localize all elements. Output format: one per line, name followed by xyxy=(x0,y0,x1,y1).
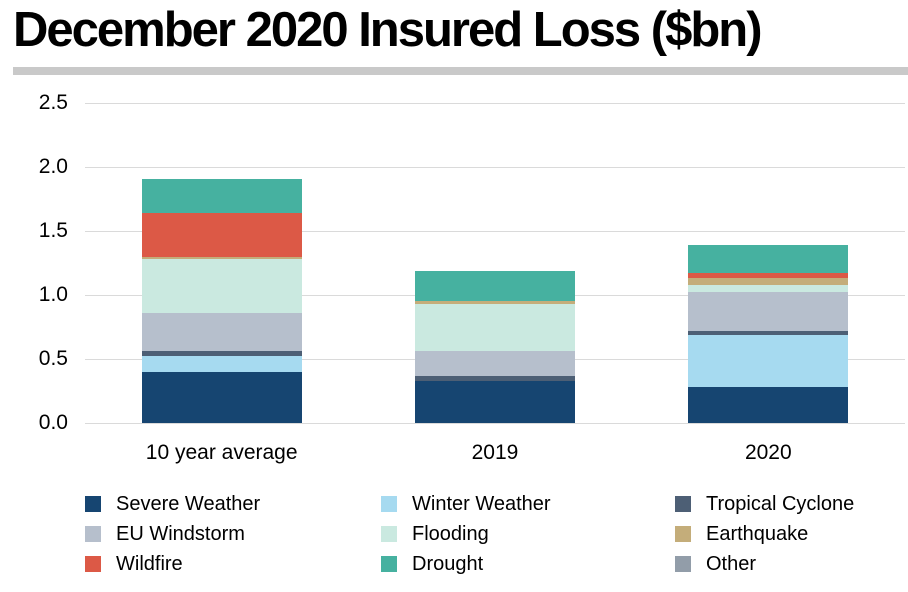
legend: Severe Weather Winter Weather Tropical Cyc… xyxy=(85,489,908,579)
legend-swatch-icon xyxy=(381,496,397,512)
bar-segment-tropical-cyclone xyxy=(688,330,849,335)
x-tick-label: 2020 xyxy=(744,441,792,464)
gridline xyxy=(85,103,905,104)
bar-slot xyxy=(358,103,631,423)
bar-segment-severe-weather xyxy=(688,387,849,423)
legend-item-wildfire: Wildfire xyxy=(85,549,381,579)
y-tick-label: 1.5 xyxy=(38,219,68,242)
page-title: December 2020 Insured Loss ($bn) xyxy=(13,3,763,57)
bar-slot xyxy=(632,103,905,423)
legend-label: Severe Weather xyxy=(116,492,261,515)
y-axis: 0.0 0.5 1.0 1.5 2.0 2.5 xyxy=(0,91,68,434)
legend-label: Flooding xyxy=(412,522,489,545)
x-tick-label: 2019 xyxy=(471,441,519,464)
x-axis: 10 year average 2019 2020 xyxy=(85,441,905,465)
stacked-bar-2020 xyxy=(688,103,849,423)
bar-segment-drought xyxy=(141,178,302,214)
bar-segment-flooding xyxy=(414,303,575,352)
legend-label: Drought xyxy=(412,552,484,575)
legend-item-drought: Drought xyxy=(381,549,675,579)
legend-swatch-icon xyxy=(85,526,101,542)
bar-segment-severe-weather xyxy=(414,380,575,423)
legend-swatch-icon xyxy=(381,556,397,572)
legend-item-earthquake: Earthquake xyxy=(675,519,908,549)
legend-label: Winter Weather xyxy=(412,492,551,515)
bar-segment-eu-windstorm xyxy=(141,312,302,352)
bar-segment-eu-windstorm xyxy=(414,351,575,376)
legend-label: EU Windstorm xyxy=(116,522,245,545)
x-tick-label: 10 year average xyxy=(145,441,298,464)
bar-segment-earthquake xyxy=(141,256,302,260)
bar-segment-drought xyxy=(688,245,849,274)
legend-label: Other xyxy=(706,552,757,575)
bar-segment-winter-weather xyxy=(141,356,302,372)
bar-segment-earthquake xyxy=(414,301,575,304)
legend-label: Earthquake xyxy=(706,522,809,545)
legend-swatch-icon xyxy=(675,496,691,512)
stacked-bar-2019 xyxy=(414,103,575,423)
legend-item-tropical-cyclone: Tropical Cyclone xyxy=(675,489,908,519)
bar-segment-flooding xyxy=(688,284,849,293)
legend-swatch-icon xyxy=(85,556,101,572)
legend-label: Wildfire xyxy=(116,552,183,575)
legend-item-other: Other xyxy=(675,549,908,579)
gridline xyxy=(85,167,905,168)
legend-item-severe-weather: Severe Weather xyxy=(85,489,381,519)
bar-segment-eu-windstorm xyxy=(688,292,849,331)
bar-segment-severe-weather xyxy=(141,371,302,423)
gridline xyxy=(85,423,905,424)
legend-swatch-icon xyxy=(381,526,397,542)
y-tick-label: 2.5 xyxy=(38,91,68,114)
bar-segment-wildfire xyxy=(141,213,302,257)
y-tick-label: 1.0 xyxy=(38,283,68,306)
bar-segment-winter-weather xyxy=(688,334,849,388)
y-tick-label: 2.0 xyxy=(38,155,68,178)
y-tick-label: 0.0 xyxy=(38,411,68,434)
stacked-bar-10-year-average xyxy=(141,103,302,423)
legend-swatch-icon xyxy=(85,496,101,512)
bar-slot xyxy=(85,103,358,423)
legend-item-winter-weather: Winter Weather xyxy=(381,489,675,519)
legend-item-flooding: Flooding xyxy=(381,519,675,549)
legend-label: Tropical Cyclone xyxy=(706,492,855,515)
legend-item-eu-windstorm: EU Windstorm xyxy=(85,519,381,549)
legend-swatch-icon xyxy=(675,556,691,572)
gridline xyxy=(85,231,905,232)
title-divider xyxy=(13,67,908,75)
bar-segment-tropical-cyclone xyxy=(141,351,302,357)
plot-area xyxy=(85,103,905,424)
bars xyxy=(85,103,905,423)
bar-segment-earthquake xyxy=(688,278,849,285)
bar-segment-flooding xyxy=(141,259,302,313)
bar-segment-wildfire xyxy=(688,273,849,279)
bar-segment-tropical-cyclone xyxy=(414,375,575,381)
bar-segment-drought xyxy=(414,270,575,302)
legend-swatch-icon xyxy=(675,526,691,542)
y-tick-label: 0.5 xyxy=(38,347,68,370)
